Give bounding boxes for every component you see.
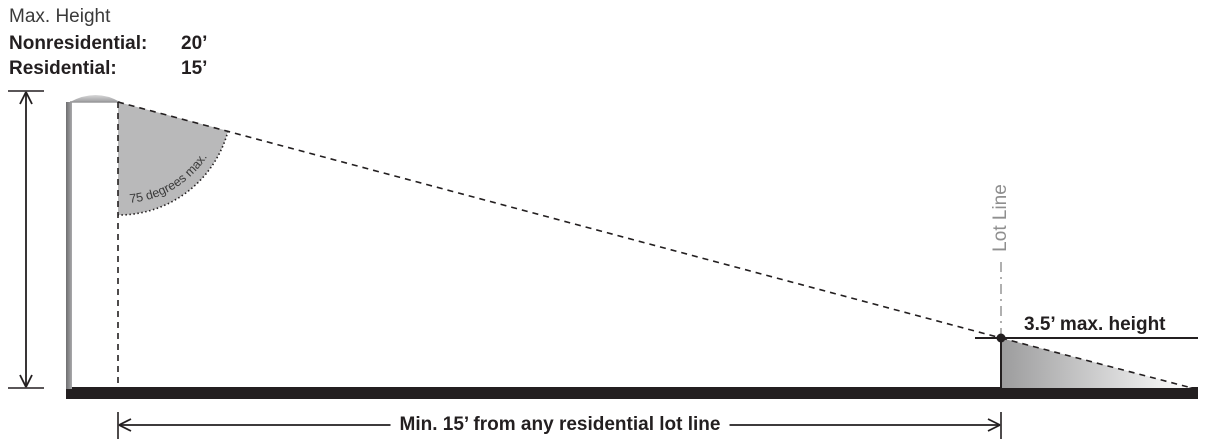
setback-label: Min. 15’ from any residential lot line xyxy=(390,414,730,436)
max-height-title: Max. Height xyxy=(9,6,111,27)
lot-line-label: Lot Line xyxy=(990,184,1011,252)
lot-line-max-height-label: 3.5’ max. height xyxy=(1024,314,1166,335)
residential-value: 15’ xyxy=(181,58,208,79)
luminaire-icon xyxy=(70,95,120,102)
cutoff-dashed-line xyxy=(117,101,1002,339)
light-cone-wedge xyxy=(118,102,228,216)
nonresidential-height-row: Nonresidential: 20’ xyxy=(9,33,207,55)
light-pole xyxy=(66,102,72,389)
residential-label: Residential: xyxy=(9,58,117,79)
ground-line xyxy=(66,387,1198,399)
nonresidential-label: Nonresidential: xyxy=(9,33,148,54)
nonresidential-value: 20’ xyxy=(181,33,208,54)
height-dimension-arrow xyxy=(8,90,44,389)
residential-height-row: Residential: 15’ xyxy=(9,58,207,80)
